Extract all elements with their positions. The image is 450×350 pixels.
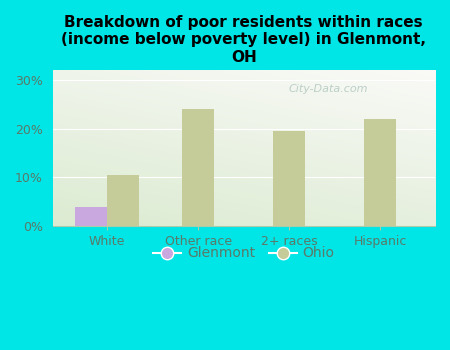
Bar <box>364 119 396 226</box>
Bar <box>274 131 305 226</box>
Text: City-Data.com: City-Data.com <box>288 84 368 94</box>
Legend: Glenmont, Ohio: Glenmont, Ohio <box>148 241 340 266</box>
Bar <box>182 109 214 226</box>
Bar <box>107 175 139 226</box>
Title: Breakdown of poor residents within races
(income below poverty level) in Glenmon: Breakdown of poor residents within races… <box>61 15 426 65</box>
Bar <box>75 206 107 226</box>
